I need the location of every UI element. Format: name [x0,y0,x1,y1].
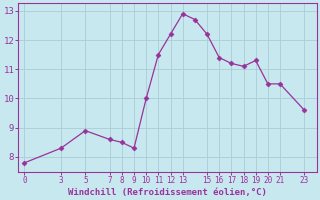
X-axis label: Windchill (Refroidissement éolien,°C): Windchill (Refroidissement éolien,°C) [68,188,267,197]
